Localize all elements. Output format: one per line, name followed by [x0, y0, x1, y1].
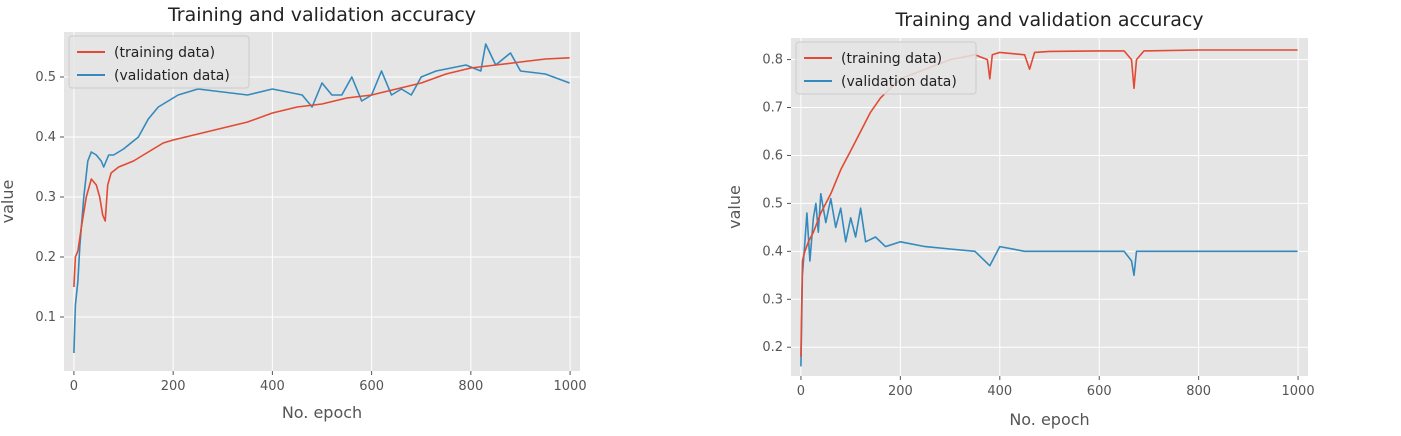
right-ytick-label-0: 0.2 [762, 340, 783, 355]
right-xtick-label-0: 0 [797, 384, 805, 399]
left-xtick-label-5: 1000 [554, 379, 587, 394]
right-xtick-label-5: 1000 [1282, 384, 1315, 399]
left-xtick-label-2: 400 [260, 379, 285, 394]
right-legend-label-0: (training data) [841, 51, 942, 67]
right-xtick-label-1: 200 [888, 384, 913, 399]
left-xtick-label-0: 0 [70, 379, 78, 394]
chart-right-svg: 0 200 400 600 800 1000 0.2 0.3 0.4 0.5 0.6 0.7 0.8 Tr… [725, 9, 1315, 429]
left-series-line-1 [73, 43, 570, 354]
right-ytick-label-4: 0.6 [762, 148, 783, 163]
right-legend [795, 41, 977, 95]
chart-right: 0 200 400 600 800 1000 0.2 0.3 0.4 0.5 0.6 0.7 0.8 Tr… [700, 0, 1401, 436]
left-legend-label-1: (validation data) [114, 68, 230, 84]
right-y-axis-label: value [725, 185, 744, 229]
left-xtick-label-4: 800 [458, 379, 483, 394]
left-ytick-label-0: 0.1 [35, 310, 56, 325]
left-ytick-label-2: 0.3 [35, 190, 56, 205]
chart-left-svg: 0 200 400 600 800 1000 0.1 0.2 0.3 0.4 0.5 Training… [0, 4, 587, 422]
right-ytick-label-6: 0.8 [762, 53, 783, 68]
chart-left: 0 200 400 600 800 1000 0.1 0.2 0.3 0.4 0.5 Training… [0, 0, 700, 436]
left-chart-title: Training and validation accuracy [167, 4, 476, 26]
right-legend-label-1: (validation data) [841, 74, 957, 90]
right-xtick-label-4: 800 [1186, 384, 1211, 399]
left-y-axis-label: value [0, 180, 17, 224]
right-chart-title: Training and validation accuracy [894, 9, 1203, 31]
left-xtick-label-3: 600 [359, 379, 384, 394]
right-ytick-label-2: 0.4 [762, 244, 783, 259]
right-x-axis-label: No. epoch [1009, 410, 1089, 429]
right-xtick-label-2: 400 [987, 384, 1012, 399]
right-ytick-label-1: 0.3 [762, 292, 783, 307]
left-ytick-label-3: 0.4 [35, 130, 56, 145]
left-ytick-label-4: 0.5 [35, 70, 56, 85]
right-ytick-label-5: 0.7 [762, 101, 783, 116]
left-ytick-label-1: 0.2 [35, 250, 56, 265]
right-xtick-label-3: 600 [1087, 384, 1112, 399]
right-series-line-1 [800, 193, 1298, 367]
left-xtick-label-1: 200 [161, 379, 186, 394]
right-ytick-label-3: 0.5 [762, 196, 783, 211]
left-legend-label-0: (training data) [114, 45, 215, 61]
right-series-line-0 [800, 49, 1298, 357]
left-series-line-0 [73, 57, 570, 288]
left-legend [68, 35, 250, 89]
left-x-axis-label: No. epoch [282, 403, 362, 422]
